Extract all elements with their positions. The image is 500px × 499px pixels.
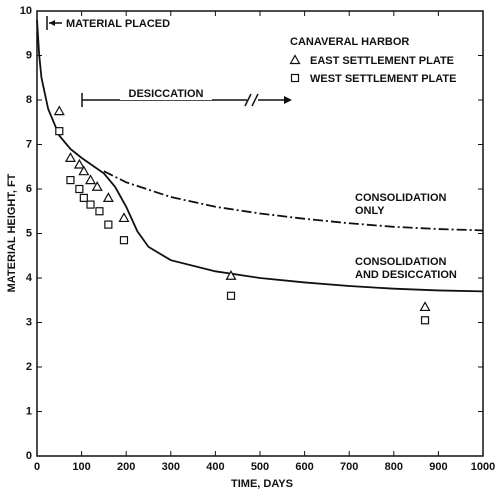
data-point bbox=[225, 270, 237, 280]
x-tick-label: 800 bbox=[385, 461, 403, 473]
y-tick-label: 7 bbox=[26, 138, 32, 150]
curve-label: ONLY bbox=[355, 205, 385, 217]
data-point bbox=[420, 316, 430, 325]
data-point bbox=[64, 152, 76, 162]
annotation: MATERIAL PLACED bbox=[66, 18, 170, 30]
label-bg bbox=[120, 88, 212, 100]
y-tick-label: 2 bbox=[26, 361, 32, 373]
x-tick-label: 400 bbox=[206, 461, 224, 473]
data-point bbox=[95, 207, 104, 216]
y-tick-label: 4 bbox=[26, 272, 33, 284]
x-tick-label: 600 bbox=[295, 461, 313, 473]
legend-marker bbox=[289, 54, 301, 65]
x-tick-label: 300 bbox=[162, 461, 180, 473]
x-tick-label: 100 bbox=[72, 461, 90, 473]
x-tick-label: 700 bbox=[340, 461, 358, 473]
x-tick-label: 1000 bbox=[471, 461, 495, 473]
arrow-head bbox=[49, 20, 55, 26]
x-tick-label: 900 bbox=[429, 461, 447, 473]
x-axis-label: TIME, DAYS bbox=[231, 478, 293, 490]
data-point bbox=[91, 181, 103, 191]
y-tick-label: 5 bbox=[26, 227, 32, 239]
y-tick-label: 10 bbox=[20, 5, 32, 17]
legend-label: EAST SETTLEMENT PLATE bbox=[310, 55, 454, 67]
arrow-head bbox=[284, 96, 292, 104]
y-tick-label: 3 bbox=[26, 316, 32, 328]
data-point bbox=[79, 193, 88, 202]
legend-label: WEST SETTLEMENT PLATE bbox=[310, 73, 456, 85]
data-point bbox=[78, 165, 90, 176]
y-tick-label: 9 bbox=[26, 49, 32, 61]
legend-marker bbox=[290, 73, 300, 83]
curve bbox=[103, 170, 484, 232]
data-point bbox=[84, 174, 97, 185]
annotation: DESICCATION bbox=[129, 88, 204, 100]
x-tick-label: 0 bbox=[34, 461, 40, 473]
curve-label: CONSOLIDATION bbox=[355, 192, 447, 204]
y-tick-label: 6 bbox=[26, 183, 32, 195]
y-tick-label: 1 bbox=[26, 405, 32, 417]
data-point bbox=[119, 236, 129, 245]
data-point bbox=[75, 184, 84, 194]
x-tick-label: 200 bbox=[117, 461, 135, 473]
x-tick-label: 500 bbox=[251, 461, 269, 473]
curve bbox=[36, 19, 484, 293]
data-point bbox=[53, 105, 65, 116]
y-tick-label: 0 bbox=[26, 450, 32, 462]
data-point bbox=[226, 291, 236, 300]
legend-title: CANAVERAL HARBOR bbox=[290, 36, 409, 48]
break-mark bbox=[244, 93, 259, 107]
data-point bbox=[86, 200, 95, 209]
y-axis-label: MATERIAL HEIGHT, FT bbox=[6, 173, 18, 292]
data-point bbox=[104, 220, 113, 229]
data-point bbox=[55, 127, 64, 136]
data-point bbox=[419, 301, 431, 312]
curve-label: AND DESICCATION bbox=[355, 269, 457, 281]
curve-label: CONSOLIDATION bbox=[355, 256, 447, 268]
data-point bbox=[118, 212, 130, 223]
data-point bbox=[66, 176, 75, 185]
y-tick-label: 8 bbox=[26, 94, 32, 106]
data-point bbox=[73, 158, 85, 169]
data-point bbox=[102, 192, 114, 202]
